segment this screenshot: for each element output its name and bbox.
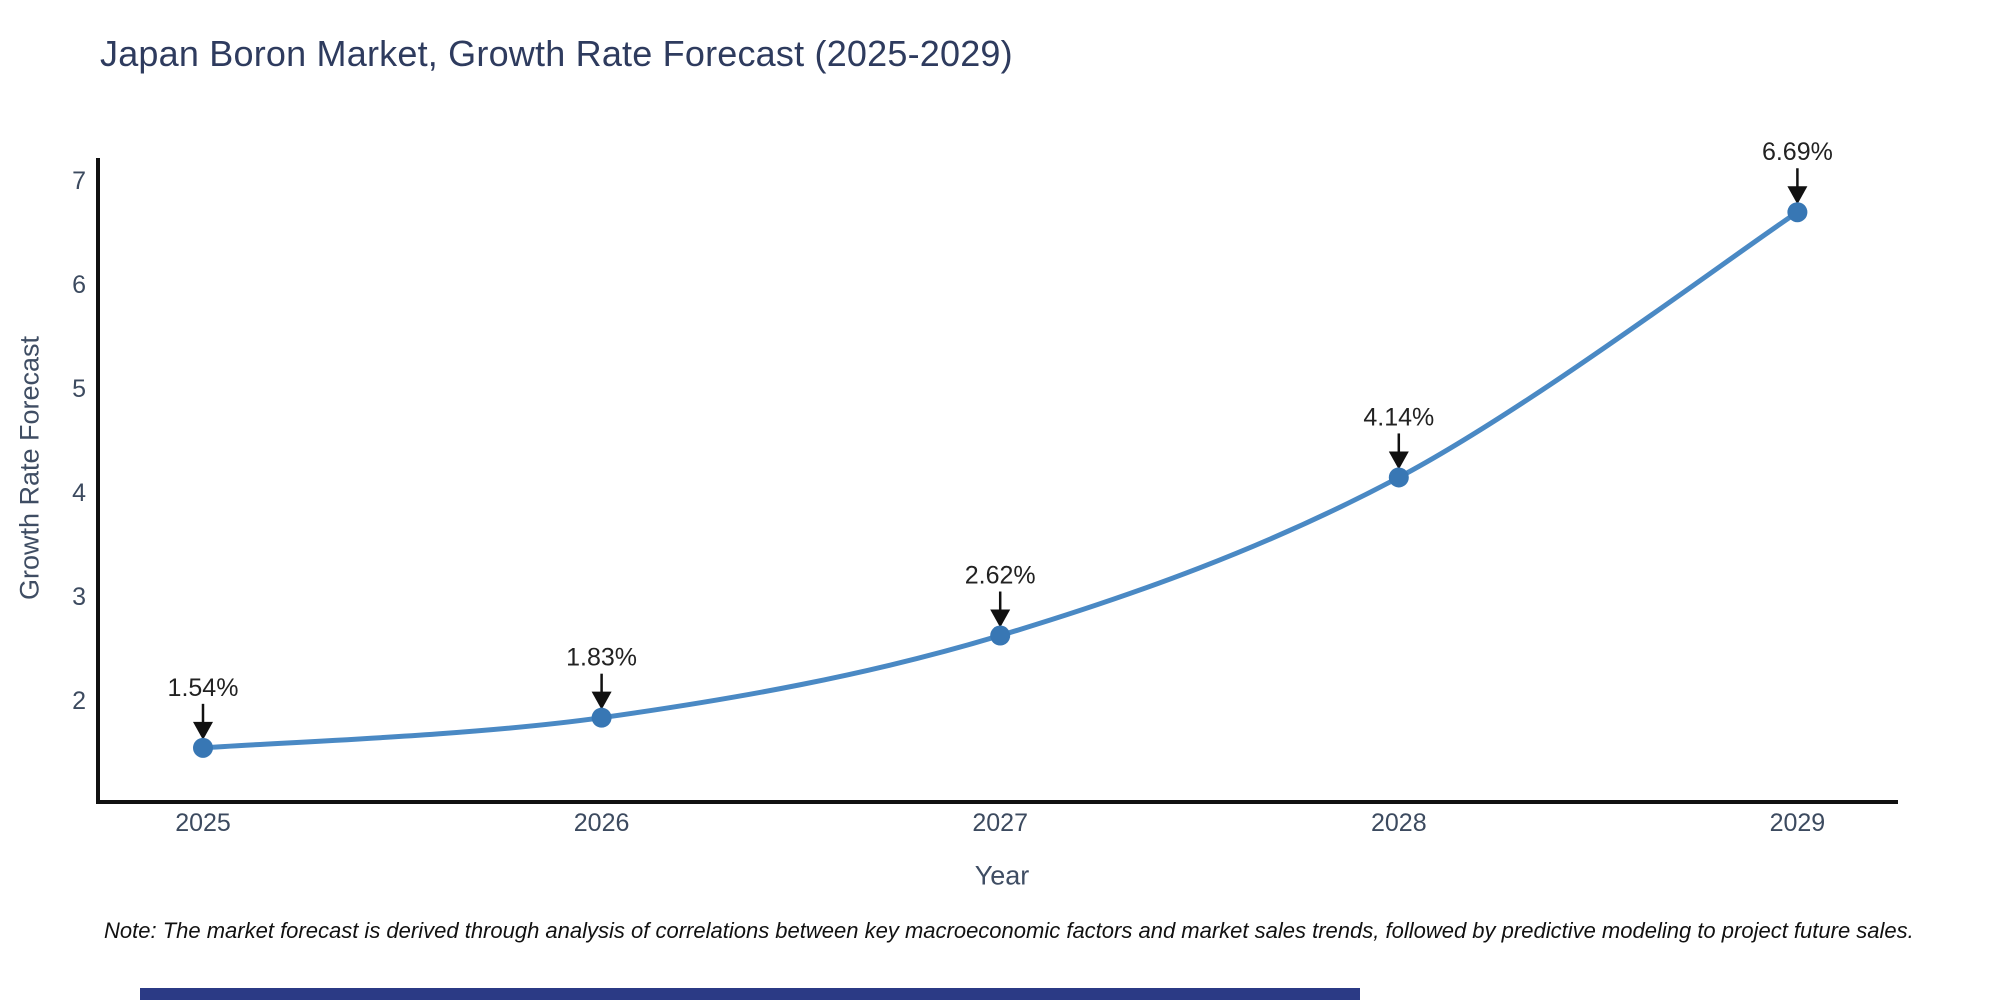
forecast-curve [200, 209, 1800, 751]
annotation-arrowhead [193, 721, 213, 740]
annotation-label: 4.14% [1363, 403, 1434, 431]
y-tick-label: 2 [72, 687, 86, 715]
y-axis-title: Growth Rate Forecast [14, 335, 45, 601]
data-point-marker[interactable] [1388, 467, 1409, 488]
footnote: Note: The market forecast is derived thr… [104, 918, 1914, 943]
footer-bar [140, 988, 1360, 1000]
annotation-arrowhead [1787, 186, 1808, 205]
data-point-marker[interactable] [990, 625, 1011, 646]
y-tick-label: 4 [72, 479, 86, 507]
y-tick-label: 5 [72, 375, 86, 403]
data-point-marker[interactable] [193, 737, 213, 758]
annotation-label: 1.83% [566, 644, 637, 672]
x-tick-label: 2026 [574, 809, 630, 837]
chart-title: Japan Boron Market, Growth Rate Forecast… [100, 33, 1013, 74]
y-tick-label: 3 [72, 583, 86, 611]
x-tick-label: 2025 [175, 809, 231, 837]
x-tick-label: 2028 [1371, 809, 1427, 837]
annotation-arrowhead [591, 691, 612, 710]
x-axis-title: Year [974, 860, 1030, 891]
annotation-label: 6.69% [1762, 138, 1833, 166]
x-tick-label: 2027 [972, 809, 1028, 837]
y-tick-label: 7 [72, 167, 86, 195]
annotation-arrowhead [990, 609, 1011, 628]
data-point-marker[interactable] [591, 707, 612, 728]
x-tick-label: 2029 [1770, 809, 1826, 837]
annotation-label: 2.62% [965, 562, 1036, 590]
annotation-label: 1.54% [168, 674, 239, 702]
annotation-arrowhead [1388, 451, 1409, 470]
data-point-marker[interactable] [1787, 202, 1808, 223]
y-tick-label: 6 [72, 271, 86, 299]
